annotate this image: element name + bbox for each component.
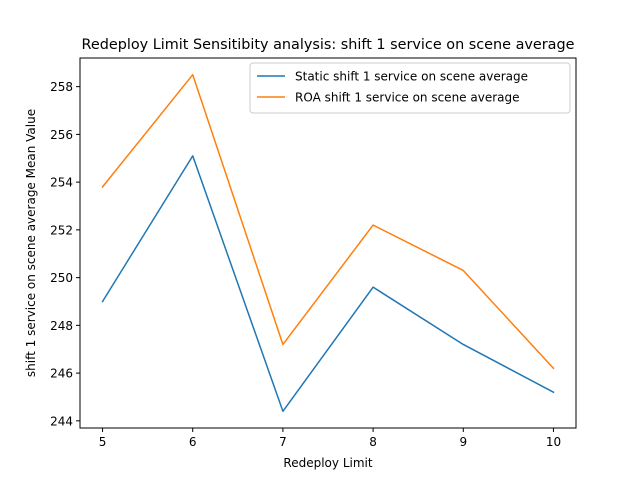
y-tick-label: 250 (50, 271, 73, 285)
x-tick-label: 8 (369, 435, 377, 449)
series-line-1 (103, 75, 554, 369)
y-tick-label: 254 (50, 176, 73, 190)
y-axis: 244 246 248 250 252 254 256 258 (50, 80, 80, 428)
x-tick-label: 9 (459, 435, 467, 449)
y-tick-label: 252 (50, 223, 73, 237)
x-tick-label: 6 (189, 435, 197, 449)
y-axis-label: shift 1 service on scene average Mean Va… (24, 109, 38, 377)
chart-title: Redeploy Limit Sensitibity analysis: shi… (82, 37, 575, 53)
legend: Static shift 1 service on scene average R… (250, 63, 570, 113)
y-tick-label: 258 (50, 80, 73, 94)
x-axis-label: Redeploy Limit (283, 456, 372, 470)
x-tick-label: 10 (546, 435, 561, 449)
x-axis: 5 6 7 8 9 10 (99, 428, 561, 449)
y-tick-label: 256 (50, 128, 73, 142)
x-tick-label: 5 (99, 435, 107, 449)
legend-label-0: Static shift 1 service on scene average (295, 70, 528, 84)
legend-label-1: ROA shift 1 service on scene average (295, 91, 520, 105)
y-tick-label: 246 (50, 367, 73, 381)
y-tick-label: 244 (50, 414, 73, 428)
plot-area (103, 75, 554, 412)
y-tick-label: 248 (50, 319, 73, 333)
x-tick-label: 7 (279, 435, 287, 449)
